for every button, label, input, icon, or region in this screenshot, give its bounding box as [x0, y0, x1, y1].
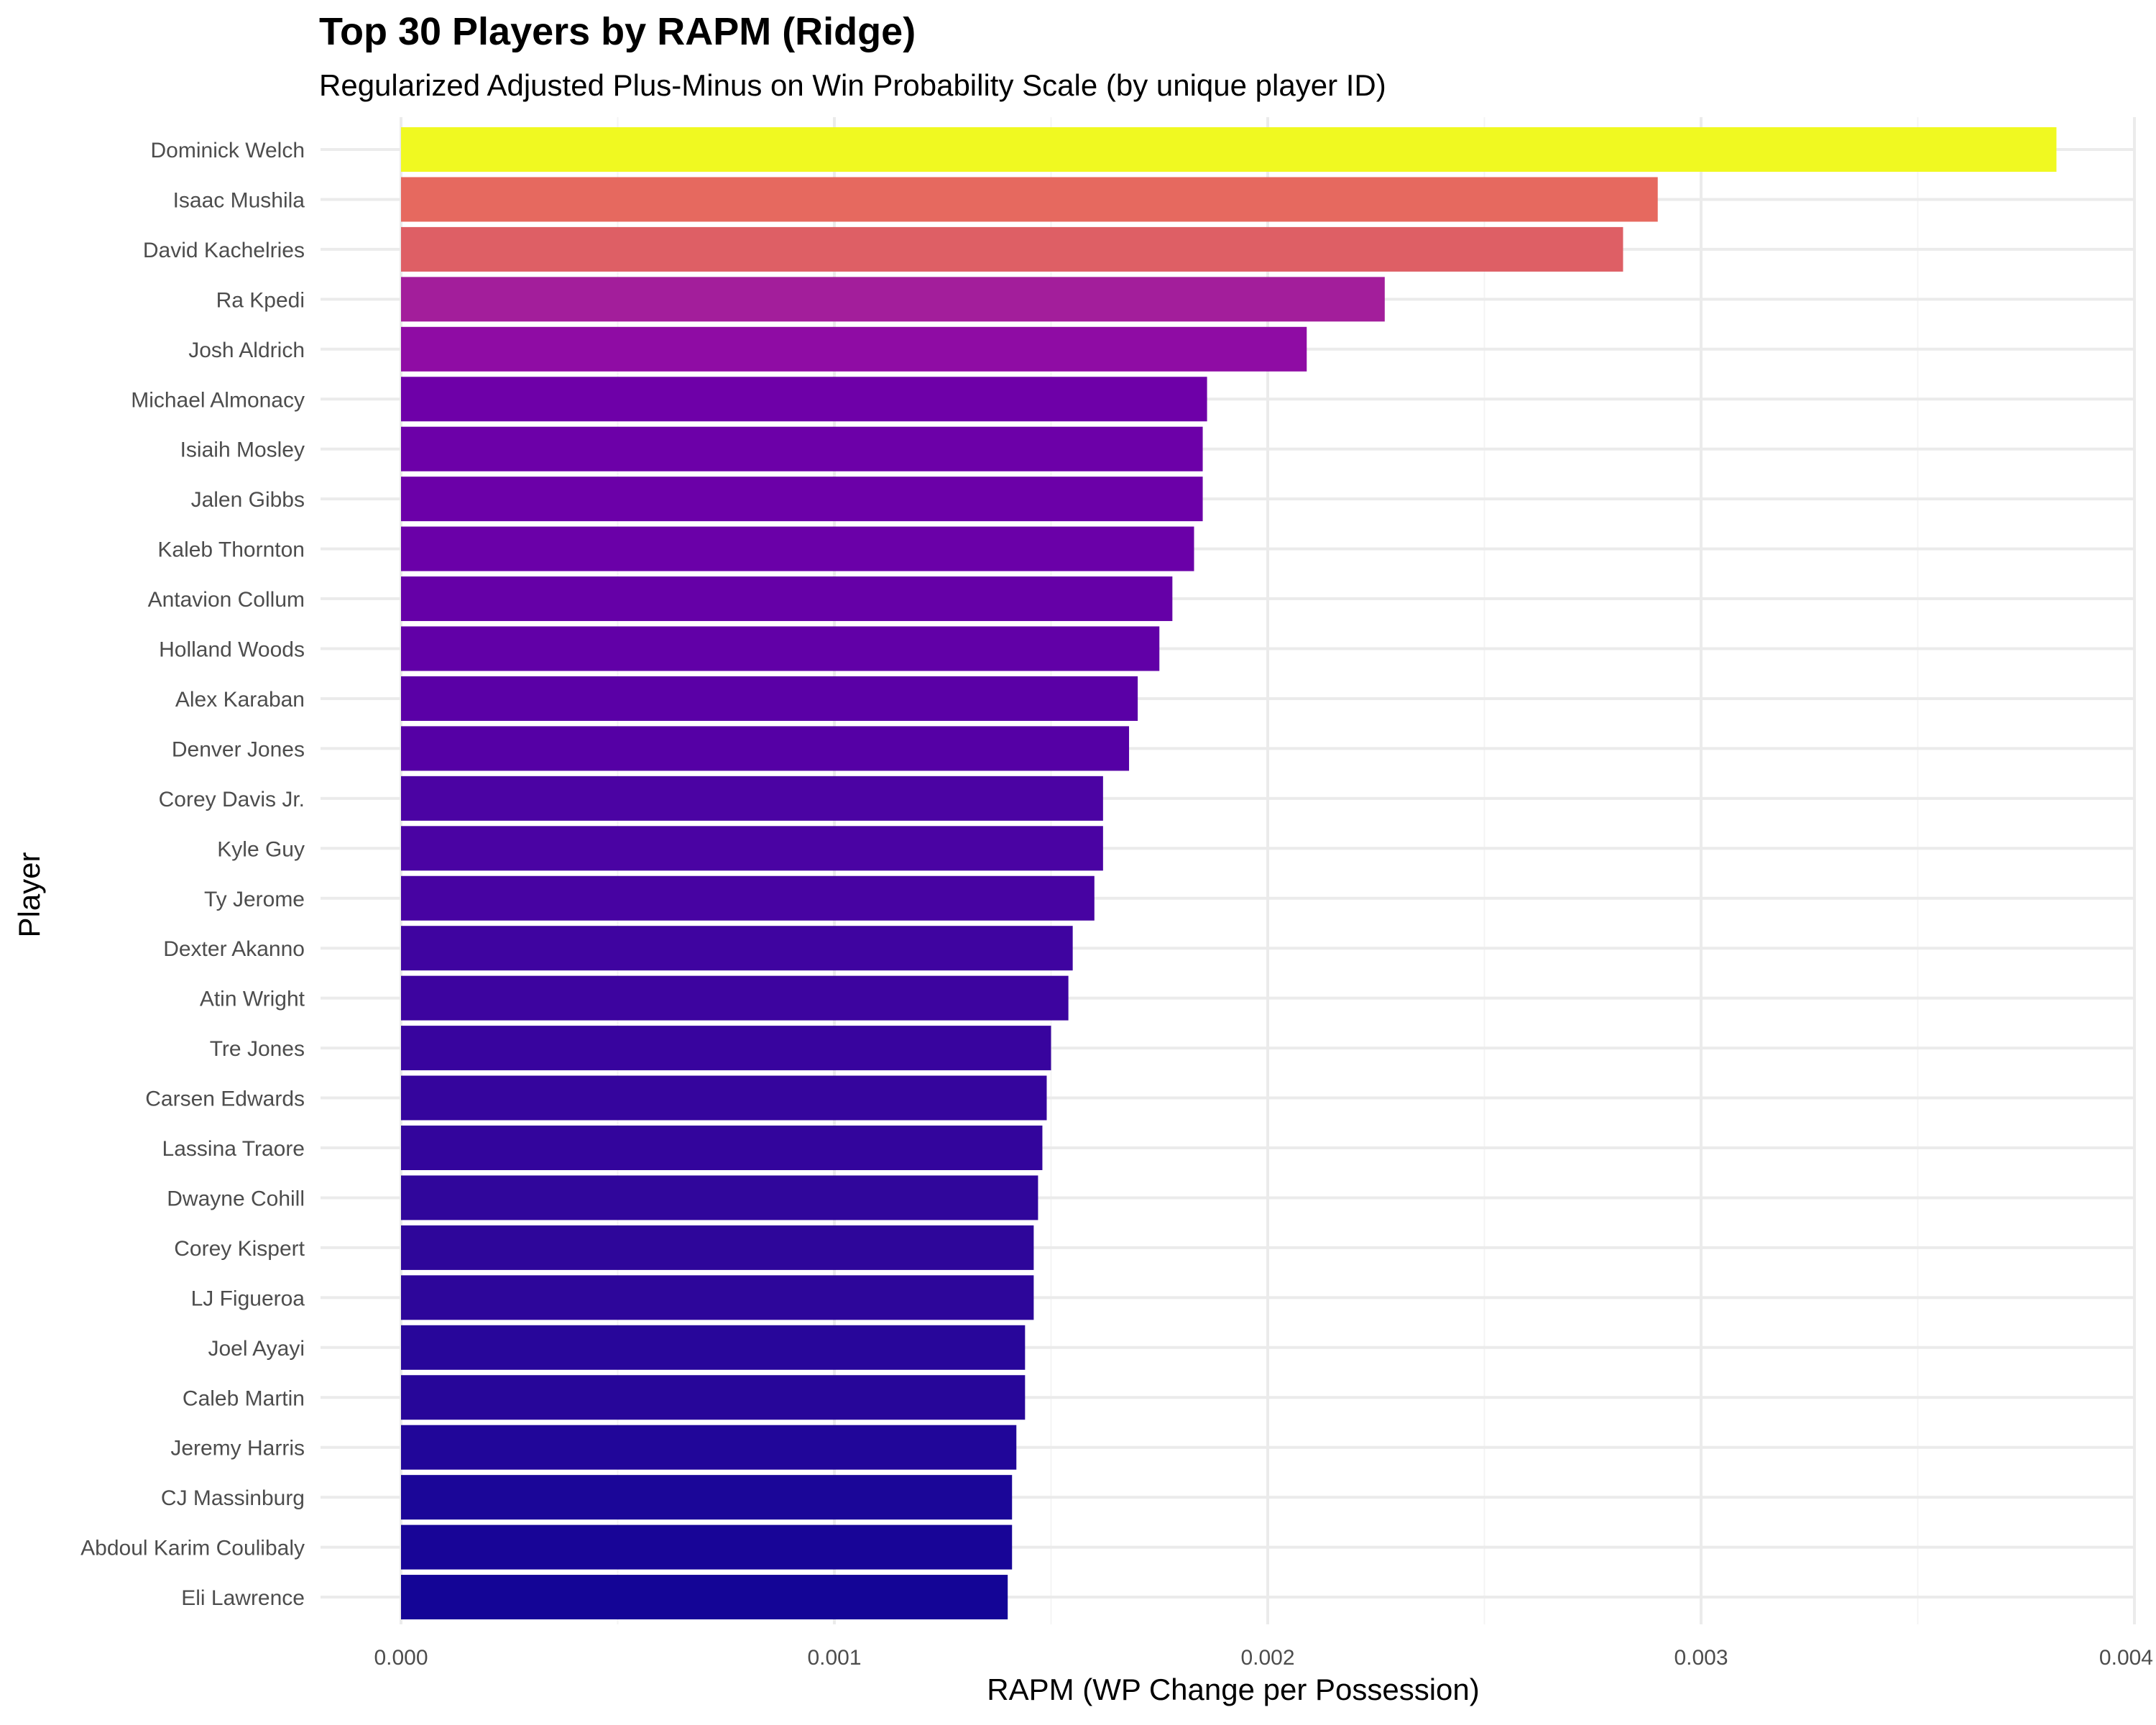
bar: [401, 127, 2057, 172]
category-label: David Kachelries: [143, 239, 305, 262]
category-label: Josh Aldrich: [188, 339, 305, 362]
category-label: CJ Massinburg: [161, 1486, 305, 1510]
category-label: Joel Ayayi: [208, 1337, 305, 1361]
bar: [401, 1275, 1034, 1320]
category-label: Michael Almonacy: [131, 388, 305, 412]
bar: [401, 1375, 1026, 1420]
category-label: Caleb Martin: [183, 1386, 305, 1410]
bar: [401, 1026, 1051, 1071]
x-tick-labels: 0.000 0.001 0.002 0.003 0.004: [374, 1646, 2153, 1670]
x-tick-label: 0.001: [807, 1646, 861, 1670]
category-label: Dwayne Cohill: [167, 1187, 305, 1210]
category-label: Isaac Mushila: [173, 188, 305, 212]
category-label: Carsen Edwards: [145, 1087, 305, 1111]
bar: [401, 226, 1623, 272]
bar: [401, 1475, 1013, 1520]
category-label: LJ Figueroa: [191, 1287, 305, 1310]
bar: [401, 676, 1138, 721]
category-label: Tre Jones: [210, 1037, 305, 1061]
bar: [401, 626, 1160, 671]
category-label: Abdoul Karim Coulibaly: [80, 1537, 305, 1560]
category-label: Holland Woods: [159, 638, 305, 662]
category-label: Kaleb Thornton: [157, 538, 305, 562]
y-axis-title: Player: [12, 852, 46, 937]
bar: [401, 1175, 1038, 1220]
bar: [401, 526, 1194, 571]
bar: [401, 177, 1658, 222]
category-label: Corey Kispert: [174, 1237, 305, 1261]
bar: [401, 377, 1207, 422]
x-tick-label: 0.000: [374, 1646, 428, 1670]
bar: [401, 926, 1073, 971]
bar: [401, 1575, 1008, 1620]
bar: [401, 1225, 1034, 1270]
chart-subtitle: Regularized Adjusted Plus-Minus on Win P…: [319, 68, 1386, 102]
bar: [401, 1075, 1047, 1121]
category-label: Ra Kpedi: [216, 288, 305, 312]
bar: [401, 326, 1307, 372]
bars-group: [401, 127, 2057, 1620]
bar: [401, 776, 1103, 821]
x-axis-title: RAPM (WP Change per Possession): [987, 1673, 1480, 1706]
category-label: Dexter Akanno: [163, 937, 305, 961]
bar: [401, 726, 1130, 771]
bar: [401, 477, 1203, 522]
category-label: Lassina Traore: [162, 1137, 305, 1161]
bar: [401, 426, 1203, 472]
chart-title: Top 30 Players by RAPM (Ridge): [319, 10, 916, 53]
category-label: Jalen Gibbs: [191, 488, 305, 512]
category-label: Dominick Welch: [151, 139, 305, 162]
bar: [401, 826, 1103, 871]
x-tick-label: 0.004: [2099, 1646, 2153, 1670]
category-label: Atin Wright: [200, 988, 305, 1011]
category-label: Kyle Guy: [217, 837, 305, 861]
category-label: Isiaih Mosley: [180, 438, 305, 462]
x-tick-label: 0.002: [1240, 1646, 1294, 1670]
x-tick-label: 0.003: [1674, 1646, 1728, 1670]
category-label: Eli Lawrence: [181, 1586, 305, 1610]
bar: [401, 1425, 1017, 1470]
category-label: Alex Karaban: [175, 688, 305, 712]
bar: [401, 975, 1069, 1021]
category-label: Antavion Collum: [148, 588, 305, 612]
bar: [401, 576, 1173, 622]
category-label: Corey Davis Jr.: [159, 788, 305, 811]
bar: [401, 875, 1095, 921]
category-labels: Dominick Welch Isaac Mushila David Kachelr…: [80, 139, 305, 1610]
bar: [401, 1126, 1043, 1170]
bar: [401, 1524, 1013, 1570]
bar: [401, 1325, 1026, 1370]
category-label: Ty Jerome: [204, 888, 305, 911]
bar: [401, 277, 1385, 322]
category-label: Denver Jones: [172, 737, 305, 761]
category-label: Jeremy Harris: [170, 1437, 305, 1460]
